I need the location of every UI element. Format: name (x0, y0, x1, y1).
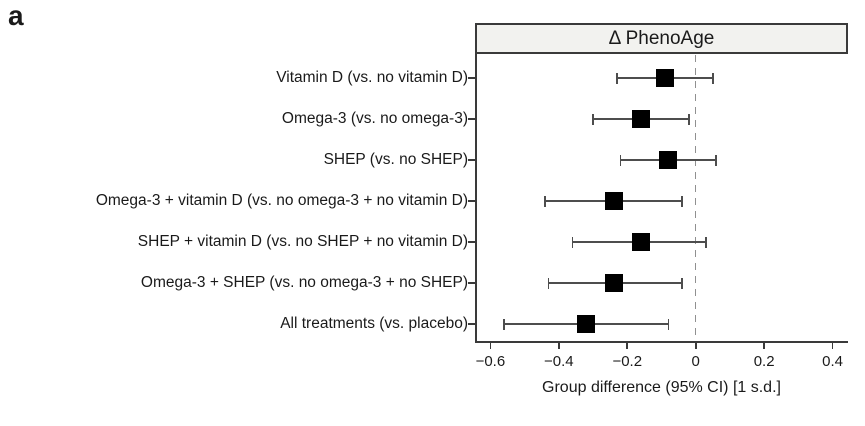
x-tick-label: 0.4 (822, 353, 844, 370)
x-tick-label: −0.6 (475, 353, 506, 370)
y-axis-tick (468, 200, 475, 202)
estimate-marker (655, 69, 674, 87)
x-axis-tick (694, 343, 697, 349)
ci-cap-left (616, 72, 618, 84)
x-tick-label: −0.2 (612, 353, 643, 370)
estimate-marker (631, 110, 650, 128)
ci-cap-right (667, 318, 670, 330)
panel-label: a (8, 0, 25, 31)
x-axis-line (475, 341, 848, 343)
estimate-marker (631, 233, 650, 251)
row-label: Omega-3 + SHEP (vs. no omega-3 + no SHEP… (140, 274, 468, 291)
ci-cap-right (688, 113, 690, 125)
x-tick-label: 0 (691, 353, 700, 370)
x-axis-label: Group difference (95% CI) [1 s.d.] (542, 379, 781, 396)
ci-cap-left (571, 236, 574, 248)
estimate-marker (659, 151, 678, 169)
x-axis-tick (626, 343, 629, 349)
ci-cap-left (547, 277, 550, 289)
row-label: Vitamin D (vs. no vitamin D) (276, 69, 468, 86)
estimate-marker (577, 315, 596, 333)
y-axis-tick (468, 282, 475, 284)
x-tick-label: −0.4 (544, 353, 574, 370)
row-label: SHEP + vitamin D (vs. no SHEP + no vitam… (137, 233, 468, 250)
y-axis-tick (468, 118, 475, 120)
zero-reference-line (694, 55, 697, 341)
y-axis-tick (468, 159, 475, 161)
x-axis-tick (558, 343, 560, 349)
row-label: SHEP (vs. no SHEP) (323, 151, 468, 168)
ci-cap-left (592, 113, 594, 125)
ci-cap-right (712, 72, 714, 84)
y-axis-tick (468, 77, 475, 79)
x-axis-tick (763, 343, 765, 349)
row-label: All treatments (vs. placebo) (280, 315, 468, 332)
ci-cap-left (544, 195, 546, 207)
row-label: Omega-3 (vs. no omega-3) (281, 110, 468, 127)
ci-cap-left (619, 154, 622, 166)
y-axis-line (475, 53, 477, 343)
ci-cap-right (681, 277, 683, 289)
estimate-marker (604, 274, 623, 292)
x-axis-tick (831, 343, 834, 349)
x-tick-label: 0.2 (753, 353, 775, 370)
ci-cap-right (715, 154, 718, 166)
row-label: Omega-3 + vitamin D (vs. no omega-3 + no… (95, 192, 468, 209)
y-axis-tick (468, 323, 475, 325)
x-axis-tick (489, 343, 492, 349)
estimate-marker (604, 192, 623, 210)
ci-cap-right (681, 195, 683, 207)
chart-title: Δ PhenoAge (608, 27, 715, 49)
ci-cap-left (503, 318, 505, 330)
ci-cap-right (705, 236, 707, 248)
chart-title-box: Δ PhenoAge (475, 23, 848, 54)
y-axis-tick (468, 241, 475, 243)
